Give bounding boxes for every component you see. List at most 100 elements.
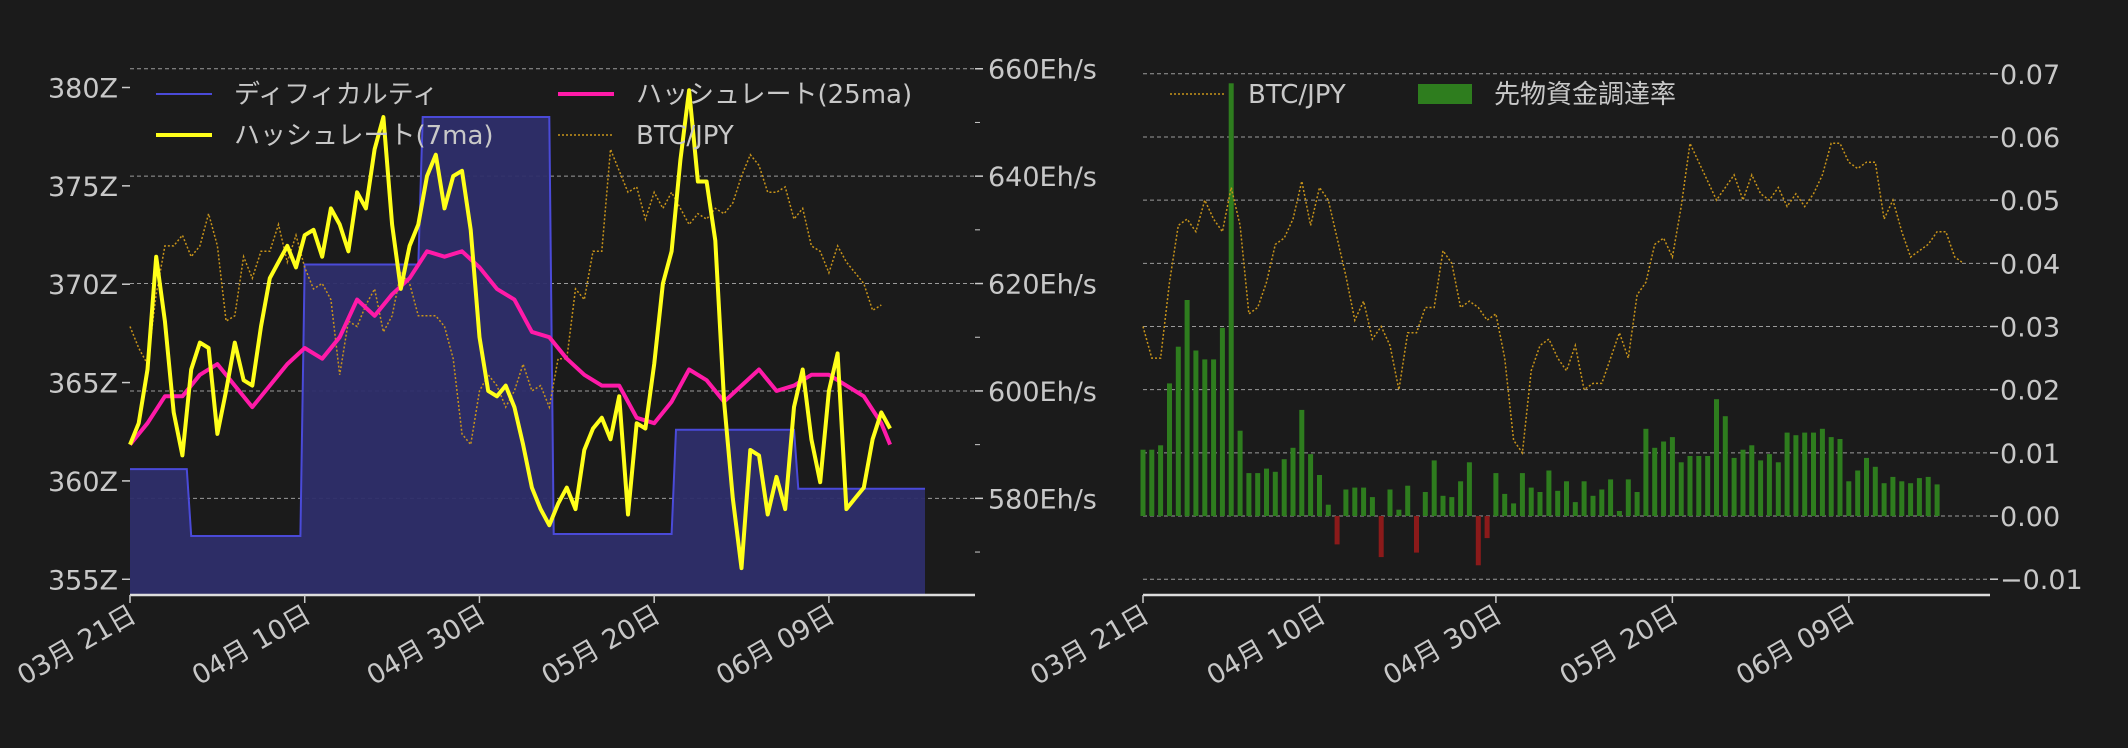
funding-rate-bar <box>1449 497 1455 517</box>
funding-rate-bar <box>1299 409 1305 516</box>
funding-rate-bar <box>1793 435 1799 517</box>
funding-rate-bar <box>1749 445 1755 517</box>
legend-label-hashrate-25ma: ハッシュレート(25ma) <box>636 80 912 110</box>
funding-rate-bar <box>1228 83 1234 517</box>
funding-rate-bar <box>1731 457 1737 516</box>
funding-rate-bar <box>1766 454 1772 516</box>
difficulty-line <box>130 116 925 537</box>
left-axis-tick-label: 375Z <box>48 172 118 203</box>
funding-rate-bar <box>1916 478 1922 516</box>
funding-rate-bar <box>1511 503 1517 516</box>
funding-rate-bar <box>1881 483 1887 517</box>
funding-rate-bar <box>1714 399 1719 517</box>
legend-label-btc-jpy-right: BTC/JPY <box>1248 80 1346 110</box>
funding-rate-bar <box>1352 487 1358 516</box>
funding-rate-bar <box>1361 487 1367 516</box>
left-axis-tick-label: 360Z <box>48 467 118 498</box>
funding-rate-bar <box>1872 466 1878 517</box>
legend-label-funding-rate: 先物資金調達率 <box>1494 80 1676 110</box>
funding-rate-bar <box>1908 483 1914 517</box>
btc-line-right <box>1142 140 1964 455</box>
right-y-axis-tick-label: 0.03 <box>2000 313 2060 344</box>
funding-rate-bar <box>1184 300 1190 517</box>
funding-rate-bar <box>1634 492 1640 516</box>
right-gridlines <box>1143 73 1990 580</box>
funding-rate-bar <box>1784 432 1790 516</box>
funding-rate-bar <box>1202 359 1208 517</box>
funding-rate-bar <box>1237 430 1243 516</box>
right-y-axis-tick-label: 0.06 <box>2000 123 2060 154</box>
funding-rate-bar <box>1308 454 1314 516</box>
right-y-axis-tick-label: 0.05 <box>2000 186 2060 217</box>
funding-rate-bar <box>1149 449 1155 516</box>
funding-rate-bar <box>1864 457 1869 516</box>
funding-rate-bar <box>1219 327 1225 517</box>
right-y-axis-tick-label: 0.07 <box>2000 60 2060 91</box>
funding-rate-bar <box>1828 437 1834 517</box>
funding-rate-bar <box>1255 473 1261 517</box>
btc-line-left <box>129 149 882 447</box>
funding-rate-bar <box>1802 432 1808 516</box>
funding-rate-bar <box>1572 502 1578 516</box>
funding-rate-bar <box>1343 489 1349 516</box>
funding-rate-bar <box>1528 487 1534 516</box>
funding-rate-bar <box>1158 445 1164 517</box>
hashrate-7ma-line <box>128 88 892 571</box>
funding-rate-bar <box>1369 497 1375 517</box>
funding-rate-bar <box>1290 447 1296 516</box>
btc-jpy-line-left <box>129 149 882 447</box>
funding-rate-bar <box>1837 439 1843 517</box>
funding-rate-bar <box>1775 462 1781 516</box>
funding-rate-bar <box>1722 416 1728 516</box>
funding-rate-bar <box>1740 449 1746 516</box>
right-legend: BTC/JPY 先物資金調達率 <box>1170 80 1676 110</box>
funding-rate-bar <box>1705 456 1711 516</box>
left-secondary-y-axis-ticks: 660Eh/s 640Eh/s 620Eh/s 600Eh/s 580Eh/s <box>975 55 1097 553</box>
left-axis-tick-label: 355Z <box>48 565 118 596</box>
legend-label-difficulty: ディフィカルティ <box>234 80 438 110</box>
funding-rate-bar <box>1175 346 1181 516</box>
funding-rate-bar <box>1281 459 1287 517</box>
funding-rate-bar <box>1546 470 1552 516</box>
difficulty-fill <box>130 117 925 595</box>
funding-rate-bar <box>1246 473 1252 517</box>
funding-rate-bar <box>1317 475 1322 517</box>
funding-rate-bar <box>1440 495 1446 516</box>
funding-rate-bar <box>1466 462 1472 516</box>
right-y-axis-tick-label: 0.04 <box>2000 249 2060 280</box>
funding-rate-bar <box>1696 456 1702 516</box>
legend-swatch-funding-rate <box>1418 84 1472 104</box>
right-y-axis-tick-label: 0.02 <box>2000 376 2060 407</box>
funding-rate-bar <box>1581 481 1587 516</box>
funding-rate-bar <box>1502 493 1508 516</box>
funding-rate-bar <box>1387 489 1393 516</box>
funding-rate-bar <box>1475 516 1481 566</box>
funding-rate-bars <box>1140 83 1940 566</box>
funding-rate-bar <box>1378 516 1384 558</box>
funding-rate-bar <box>1272 471 1278 516</box>
left-axis-tick-label: 380Z <box>48 74 118 105</box>
funding-rate-bar <box>1493 473 1499 517</box>
right-axis-tick-label: 620Eh/s <box>988 270 1097 301</box>
right-axis-tick-label: 580Eh/s <box>988 484 1097 515</box>
funding-rate-bar <box>1652 447 1658 516</box>
funding-rate-bar <box>1555 490 1561 517</box>
funding-rate-bar <box>1484 516 1490 539</box>
funding-rate-bar <box>1846 481 1852 516</box>
hashrate-7ma-path <box>128 88 892 571</box>
funding-rate-bar <box>1599 489 1605 516</box>
funding-rate-bar <box>1934 484 1940 516</box>
right-y-axis-ticks: 0.07 0.06 0.05 0.04 0.03 0.02 0.01 0.00 −0.01 <box>1990 60 2083 596</box>
right-axis-tick-label: 660Eh/s <box>988 55 1097 86</box>
right-axis-tick-label: 640Eh/s <box>988 162 1097 193</box>
funding-rate-bar <box>1431 460 1437 516</box>
right-y-axis-tick-label: −0.01 <box>2000 565 2083 596</box>
funding-rate-bar <box>1643 428 1649 516</box>
legend-label-btc-jpy-left: BTC/JPY <box>636 121 734 151</box>
funding-rate-bar <box>1458 481 1464 516</box>
funding-rate-bar <box>1678 462 1684 516</box>
funding-rate-bar <box>1608 479 1614 516</box>
funding-rate-bar <box>1414 516 1419 553</box>
btc-jpy-line-right <box>1142 140 1964 455</box>
